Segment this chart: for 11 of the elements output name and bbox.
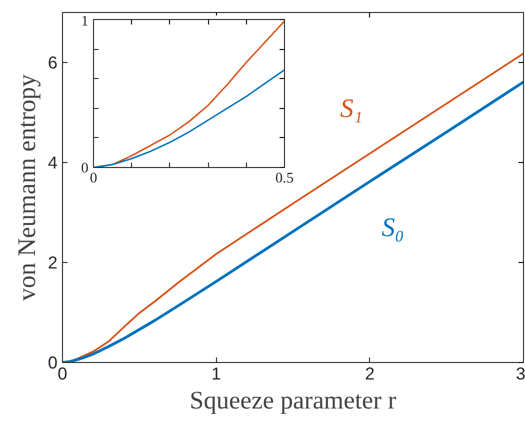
y-tick-label: 2 [48, 252, 58, 272]
y-axis-title: von Neumann entropy [12, 74, 41, 301]
x-tick-label: 2 [365, 364, 375, 384]
x-tick-label: 1 [211, 364, 221, 384]
x-axis-title: Squeeze parameter r [190, 386, 397, 414]
x-tick-label: 0.5 [275, 170, 294, 186]
series-label: S₀ [382, 212, 404, 242]
y-tick-label: 4 [48, 152, 58, 172]
x-tick-label: 3 [516, 364, 525, 384]
series-label: S₁ [340, 93, 363, 123]
y-tick-label: 6 [48, 52, 58, 72]
